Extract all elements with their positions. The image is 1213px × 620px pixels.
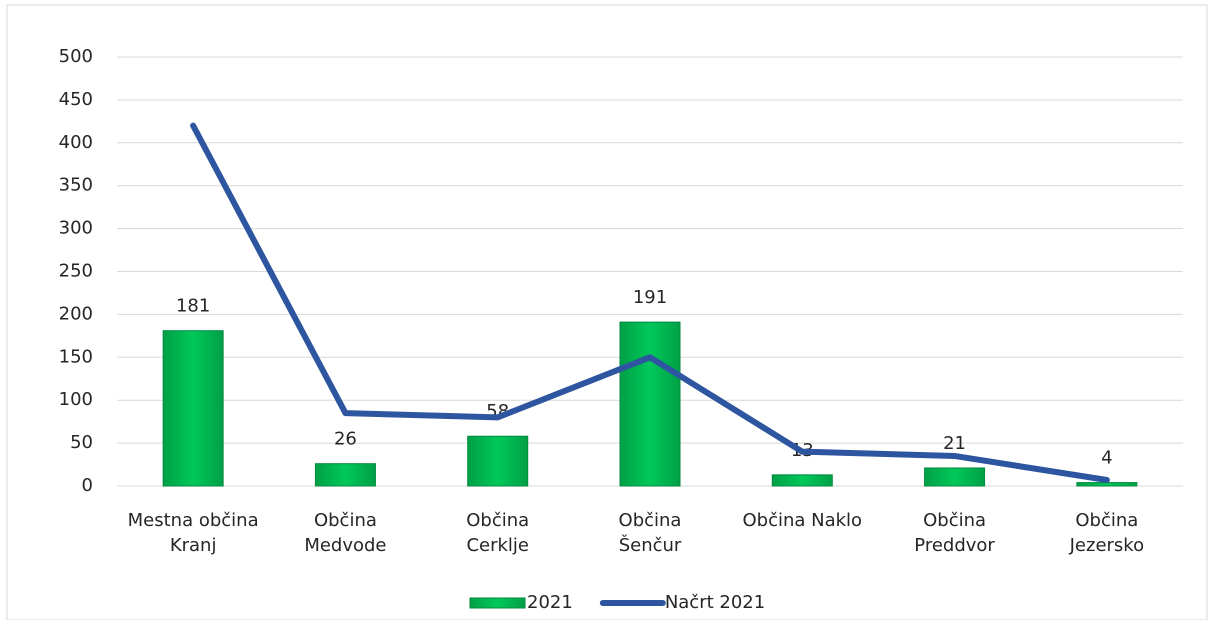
x-tick-label: Občina [314,510,377,531]
data-label: 4 [1101,448,1112,469]
y-tick-label: 300 [59,218,93,239]
y-tick-label: 50 [70,432,93,453]
data-label: 181 [176,296,210,317]
y-tick-label: 200 [59,303,93,324]
bar [314,463,376,487]
x-tick-label: Cerklje [466,535,529,556]
x-tick-label: Preddvor [914,535,995,556]
x-tick-label: Šenčur [619,534,682,556]
x-tick-label: Kranj [170,535,217,556]
y-tick-label: 400 [59,132,93,153]
data-label: 191 [633,287,667,308]
bar [771,474,833,487]
bar [619,321,681,487]
legend-swatch [469,597,526,609]
y-tick-label: 100 [59,389,93,410]
x-tick-label: Občina [619,510,682,531]
y-tick-label: 0 [82,475,93,496]
x-tick-label: Mestna občina [128,510,259,531]
x-tick-label: Občina [466,510,529,531]
x-tick-label: Občina [1075,510,1138,531]
line-series [190,122,1110,483]
legend-label: 2021 [527,592,573,613]
bar [467,435,529,487]
y-tick-label: 500 [59,46,93,67]
x-tick-label: Občina Naklo [742,510,862,531]
y-tick-label: 250 [59,261,93,282]
bar [1076,482,1138,487]
y-tick-label: 150 [59,346,93,367]
y-tick-label: 350 [59,175,93,196]
y-tick-label: 450 [59,89,93,110]
bar [162,330,224,487]
x-tick-label: Medvode [304,535,386,556]
legend-label: Načrt 2021 [665,592,765,613]
x-tick-label: Občina [923,510,986,531]
data-label: 21 [943,433,966,454]
bar [924,467,986,487]
chart-frame [6,4,1208,620]
x-tick-label: Jezersko [1069,535,1144,556]
data-label: 26 [334,429,357,450]
